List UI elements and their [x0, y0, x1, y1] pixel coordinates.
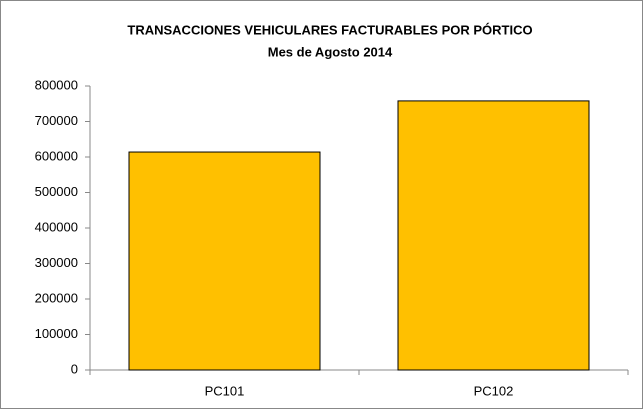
y-tick-label: 100000 [35, 326, 78, 341]
y-tick-label: 700000 [35, 113, 78, 128]
y-tick-label: 200000 [35, 290, 78, 305]
x-tick-label: PC101 [205, 383, 245, 398]
chart-title: TRANSACCIONES VEHICULARES FACTURABLES PO… [127, 22, 532, 37]
bar [397, 100, 590, 371]
y-tick-label: 800000 [35, 77, 78, 92]
y-tick-label: 600000 [35, 148, 78, 163]
chart-subtitle: Mes de Agosto 2014 [268, 44, 393, 59]
y-tick-label: 0 [71, 361, 78, 376]
y-tick-label: 500000 [35, 184, 78, 199]
bar [128, 151, 321, 371]
x-tick-label: PC102 [474, 383, 514, 398]
y-tick-label: 300000 [35, 255, 78, 270]
y-tick-label: 400000 [35, 219, 78, 234]
